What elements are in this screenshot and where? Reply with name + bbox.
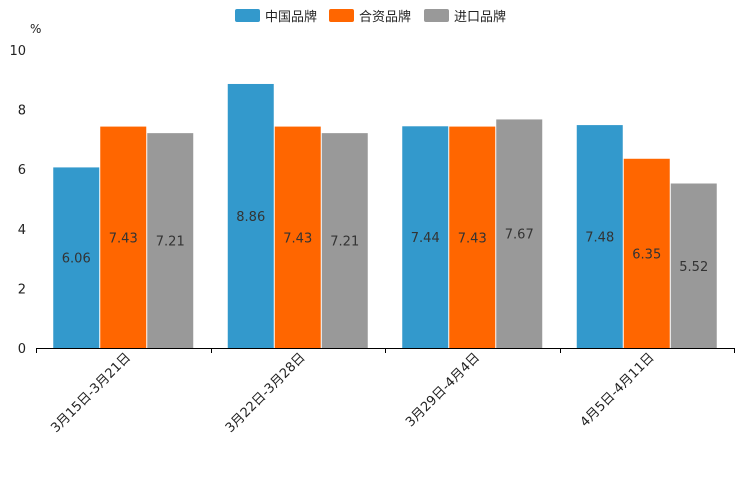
legend-swatch — [329, 9, 354, 22]
bar — [670, 183, 717, 348]
y-axis: 0 2 4 6 8 10 — [9, 44, 26, 357]
y-tick-label: 0 — [18, 342, 26, 357]
data-label: 6.35 — [632, 247, 661, 262]
bar — [623, 158, 670, 348]
bar — [402, 126, 449, 349]
data-label: 7.43 — [458, 231, 487, 246]
y-axis-unit: % — [30, 22, 41, 36]
data-label: 7.48 — [585, 231, 614, 246]
bar — [449, 126, 496, 348]
bars: 6.06 7.43 7.21 8.86 7.43 7.21 7.44 7.43 7.67 7.48… — [53, 83, 717, 349]
y-tick-label: 6 — [18, 163, 26, 178]
bar — [53, 167, 100, 348]
y-tick-label: 4 — [18, 223, 26, 238]
data-label: 7.21 — [330, 235, 359, 250]
bar — [321, 133, 368, 348]
x-tick-label: 3月22日-3月28日 — [223, 350, 309, 436]
bar — [100, 126, 147, 348]
data-label: 7.21 — [156, 235, 185, 250]
legend: 中国品牌 合资品牌 进口品牌 — [235, 9, 506, 25]
data-label: 8.86 — [236, 210, 265, 225]
y-tick-label: 2 — [18, 282, 26, 297]
bar — [147, 133, 194, 348]
legend-swatch — [235, 9, 260, 22]
data-label: 5.52 — [679, 260, 708, 275]
legend-label: 合资品牌 — [359, 9, 411, 25]
legend-item: 合资品牌 — [329, 9, 411, 25]
x-tick-label: 3月29日-4月4日 — [403, 350, 483, 430]
data-label: 7.44 — [411, 231, 440, 246]
y-tick-label: 10 — [9, 44, 26, 59]
bar — [274, 126, 321, 348]
y-tick-label: 8 — [18, 104, 26, 119]
data-label: 6.06 — [62, 252, 91, 267]
data-label: 7.43 — [283, 231, 312, 246]
legend-swatch — [424, 9, 449, 22]
x-axis: 3月15日-3月21日 3月22日-3月28日 3月29日-4月4日 4月5日-4月1… — [36, 348, 735, 436]
x-tick-label: 4月5日-4月11日 — [578, 350, 658, 430]
bar — [496, 119, 543, 349]
data-label: 7.43 — [109, 231, 138, 246]
legend-item: 进口品牌 — [424, 9, 506, 25]
bar — [227, 83, 274, 349]
legend-item: 中国品牌 — [235, 9, 317, 25]
x-tick-label: 3月15日-3月21日 — [48, 350, 134, 436]
legend-label: 进口品牌 — [454, 9, 506, 25]
legend-label: 中国品牌 — [265, 9, 317, 25]
bar — [576, 125, 623, 348]
data-label: 7.67 — [505, 228, 534, 243]
